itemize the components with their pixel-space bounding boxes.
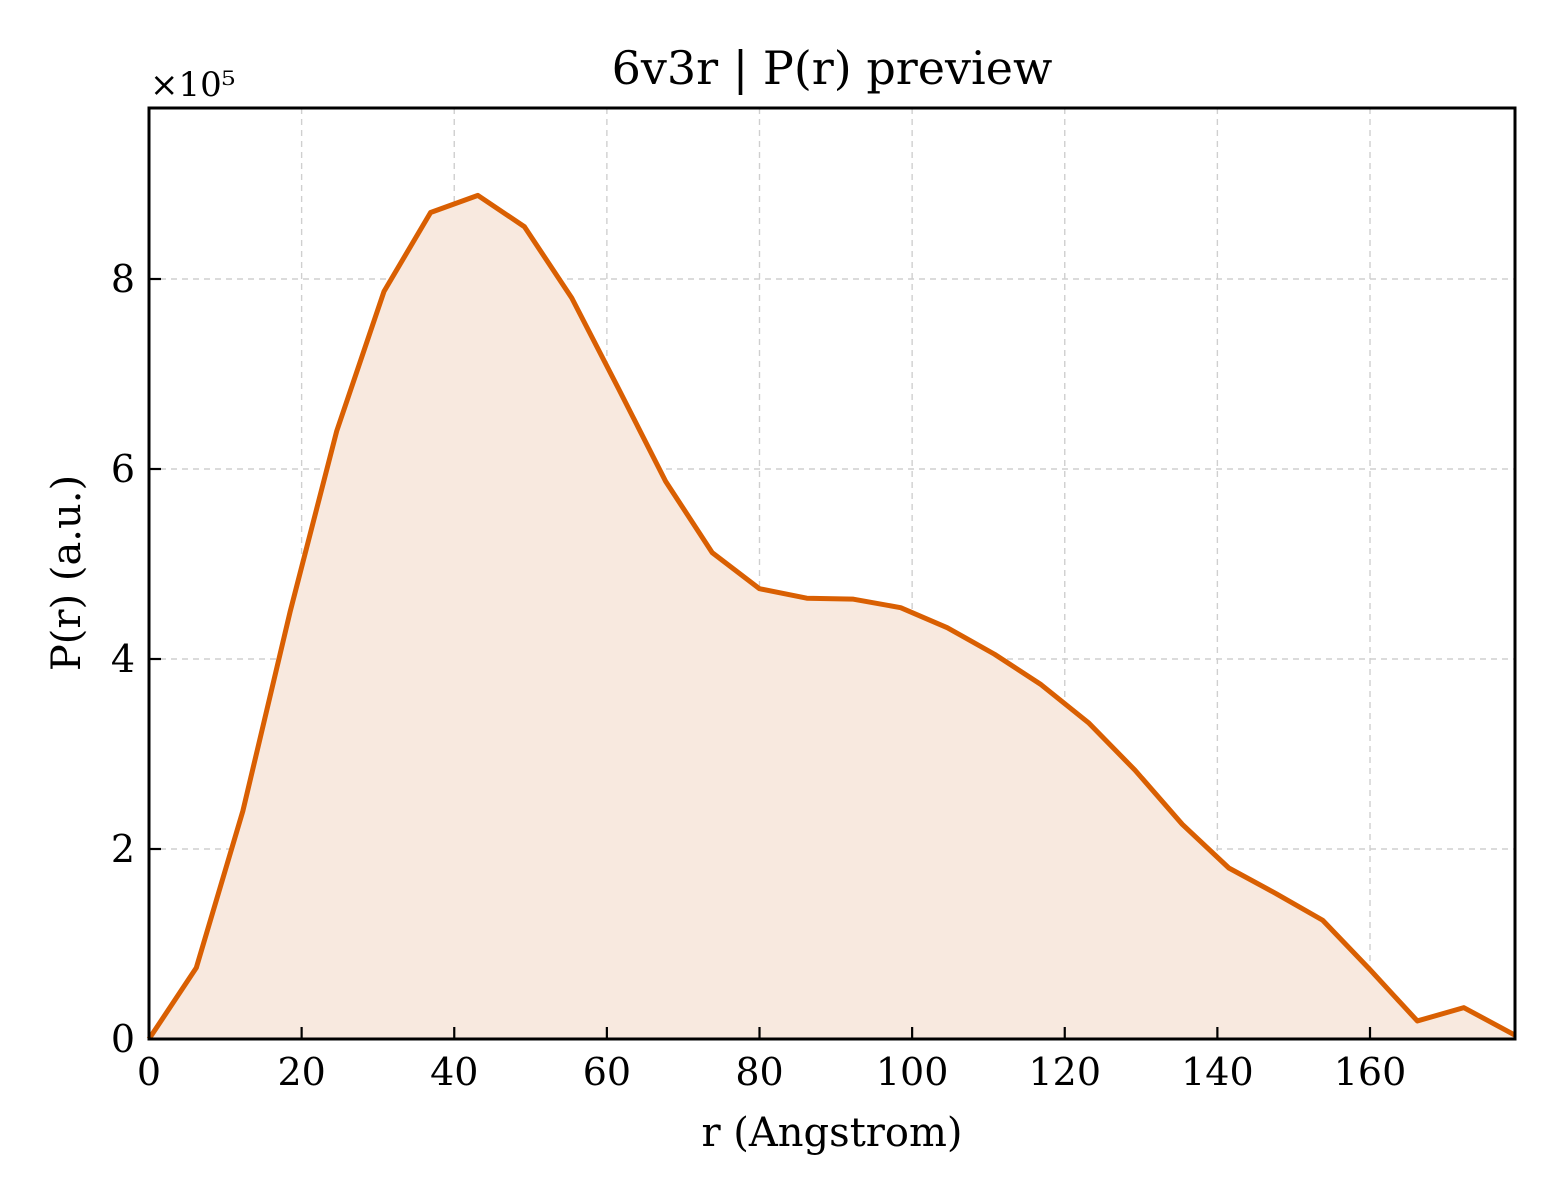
x-tick-label: 160: [1334, 1050, 1407, 1094]
chart-title: 6v3r | P(r) preview: [612, 41, 1053, 95]
y-tick-label: 2: [111, 827, 135, 871]
x-tick-label: 40: [430, 1050, 478, 1094]
y-axis-label: P(r) (a.u.): [44, 475, 90, 671]
x-tick-label: 120: [1028, 1050, 1101, 1094]
x-tick-labels: 0 20 40 60 80 100 120 140 160: [137, 1050, 1406, 1094]
x-axis-label: r (Angstrom): [701, 1110, 962, 1156]
pr-series-line: [146, 192, 1517, 1041]
y-tick-label: 8: [111, 257, 135, 301]
x-tick-label: 60: [583, 1050, 631, 1094]
y-tick-label: 4: [111, 637, 135, 681]
x-tick-label: 140: [1181, 1050, 1254, 1094]
plot-frame: [147, 106, 1517, 1041]
x-tick-label: 20: [277, 1050, 325, 1094]
y-tick-label: 0: [111, 1017, 135, 1061]
y-multiplier-label: ×10⁵: [150, 65, 235, 105]
pr-area-fill: [149, 195, 1515, 1039]
x-tick-label: 0: [137, 1050, 161, 1094]
x-tick-label: 80: [735, 1050, 783, 1094]
y-tick-labels: 0 2 4 6 8: [111, 257, 135, 1061]
y-tick-label: 6: [111, 447, 135, 491]
x-tick-label: 100: [876, 1050, 949, 1094]
